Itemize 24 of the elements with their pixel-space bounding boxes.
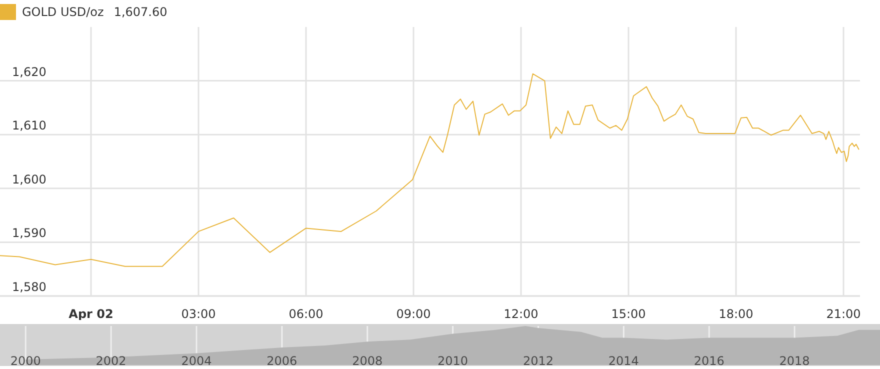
x-tick-label: 15:00 xyxy=(611,307,646,321)
text: 1,607.60 xyxy=(114,5,168,19)
x-tick-label: 18:00 xyxy=(718,307,754,321)
x-tick-label: 2018 xyxy=(779,354,810,368)
x-tick-label: 09:00 xyxy=(396,307,431,321)
y-tick-label: 1,610 xyxy=(12,118,46,133)
x-tick-label: 2016 xyxy=(694,354,724,368)
y-tick-label: 1,580 xyxy=(12,280,46,294)
x-tick-label: 2002 xyxy=(96,354,126,368)
x-tick-label: 2004 xyxy=(181,354,212,368)
x-tick-label: 2000 xyxy=(10,354,41,368)
x-tick-label: 03:00 xyxy=(181,307,216,321)
x-tick-label: 2008 xyxy=(352,354,383,368)
y-tick-label: 1,600 xyxy=(12,172,46,186)
x-tick-label: 2014 xyxy=(608,354,639,368)
x-tick-label: 2012 xyxy=(522,354,554,368)
y-tick-label: 1,590 xyxy=(12,226,46,240)
x-tick-label: 2010 xyxy=(438,354,468,368)
x-tick-label: 06:00 xyxy=(288,307,324,321)
x-tick-label: 2006 xyxy=(266,354,298,368)
x-tick-label: 21:00 xyxy=(826,307,861,321)
legend-label: GOLD USD/oz xyxy=(21,4,104,20)
x-tick-label: 12:00 xyxy=(504,307,538,321)
y-tick-label: 1,620 xyxy=(12,64,46,79)
